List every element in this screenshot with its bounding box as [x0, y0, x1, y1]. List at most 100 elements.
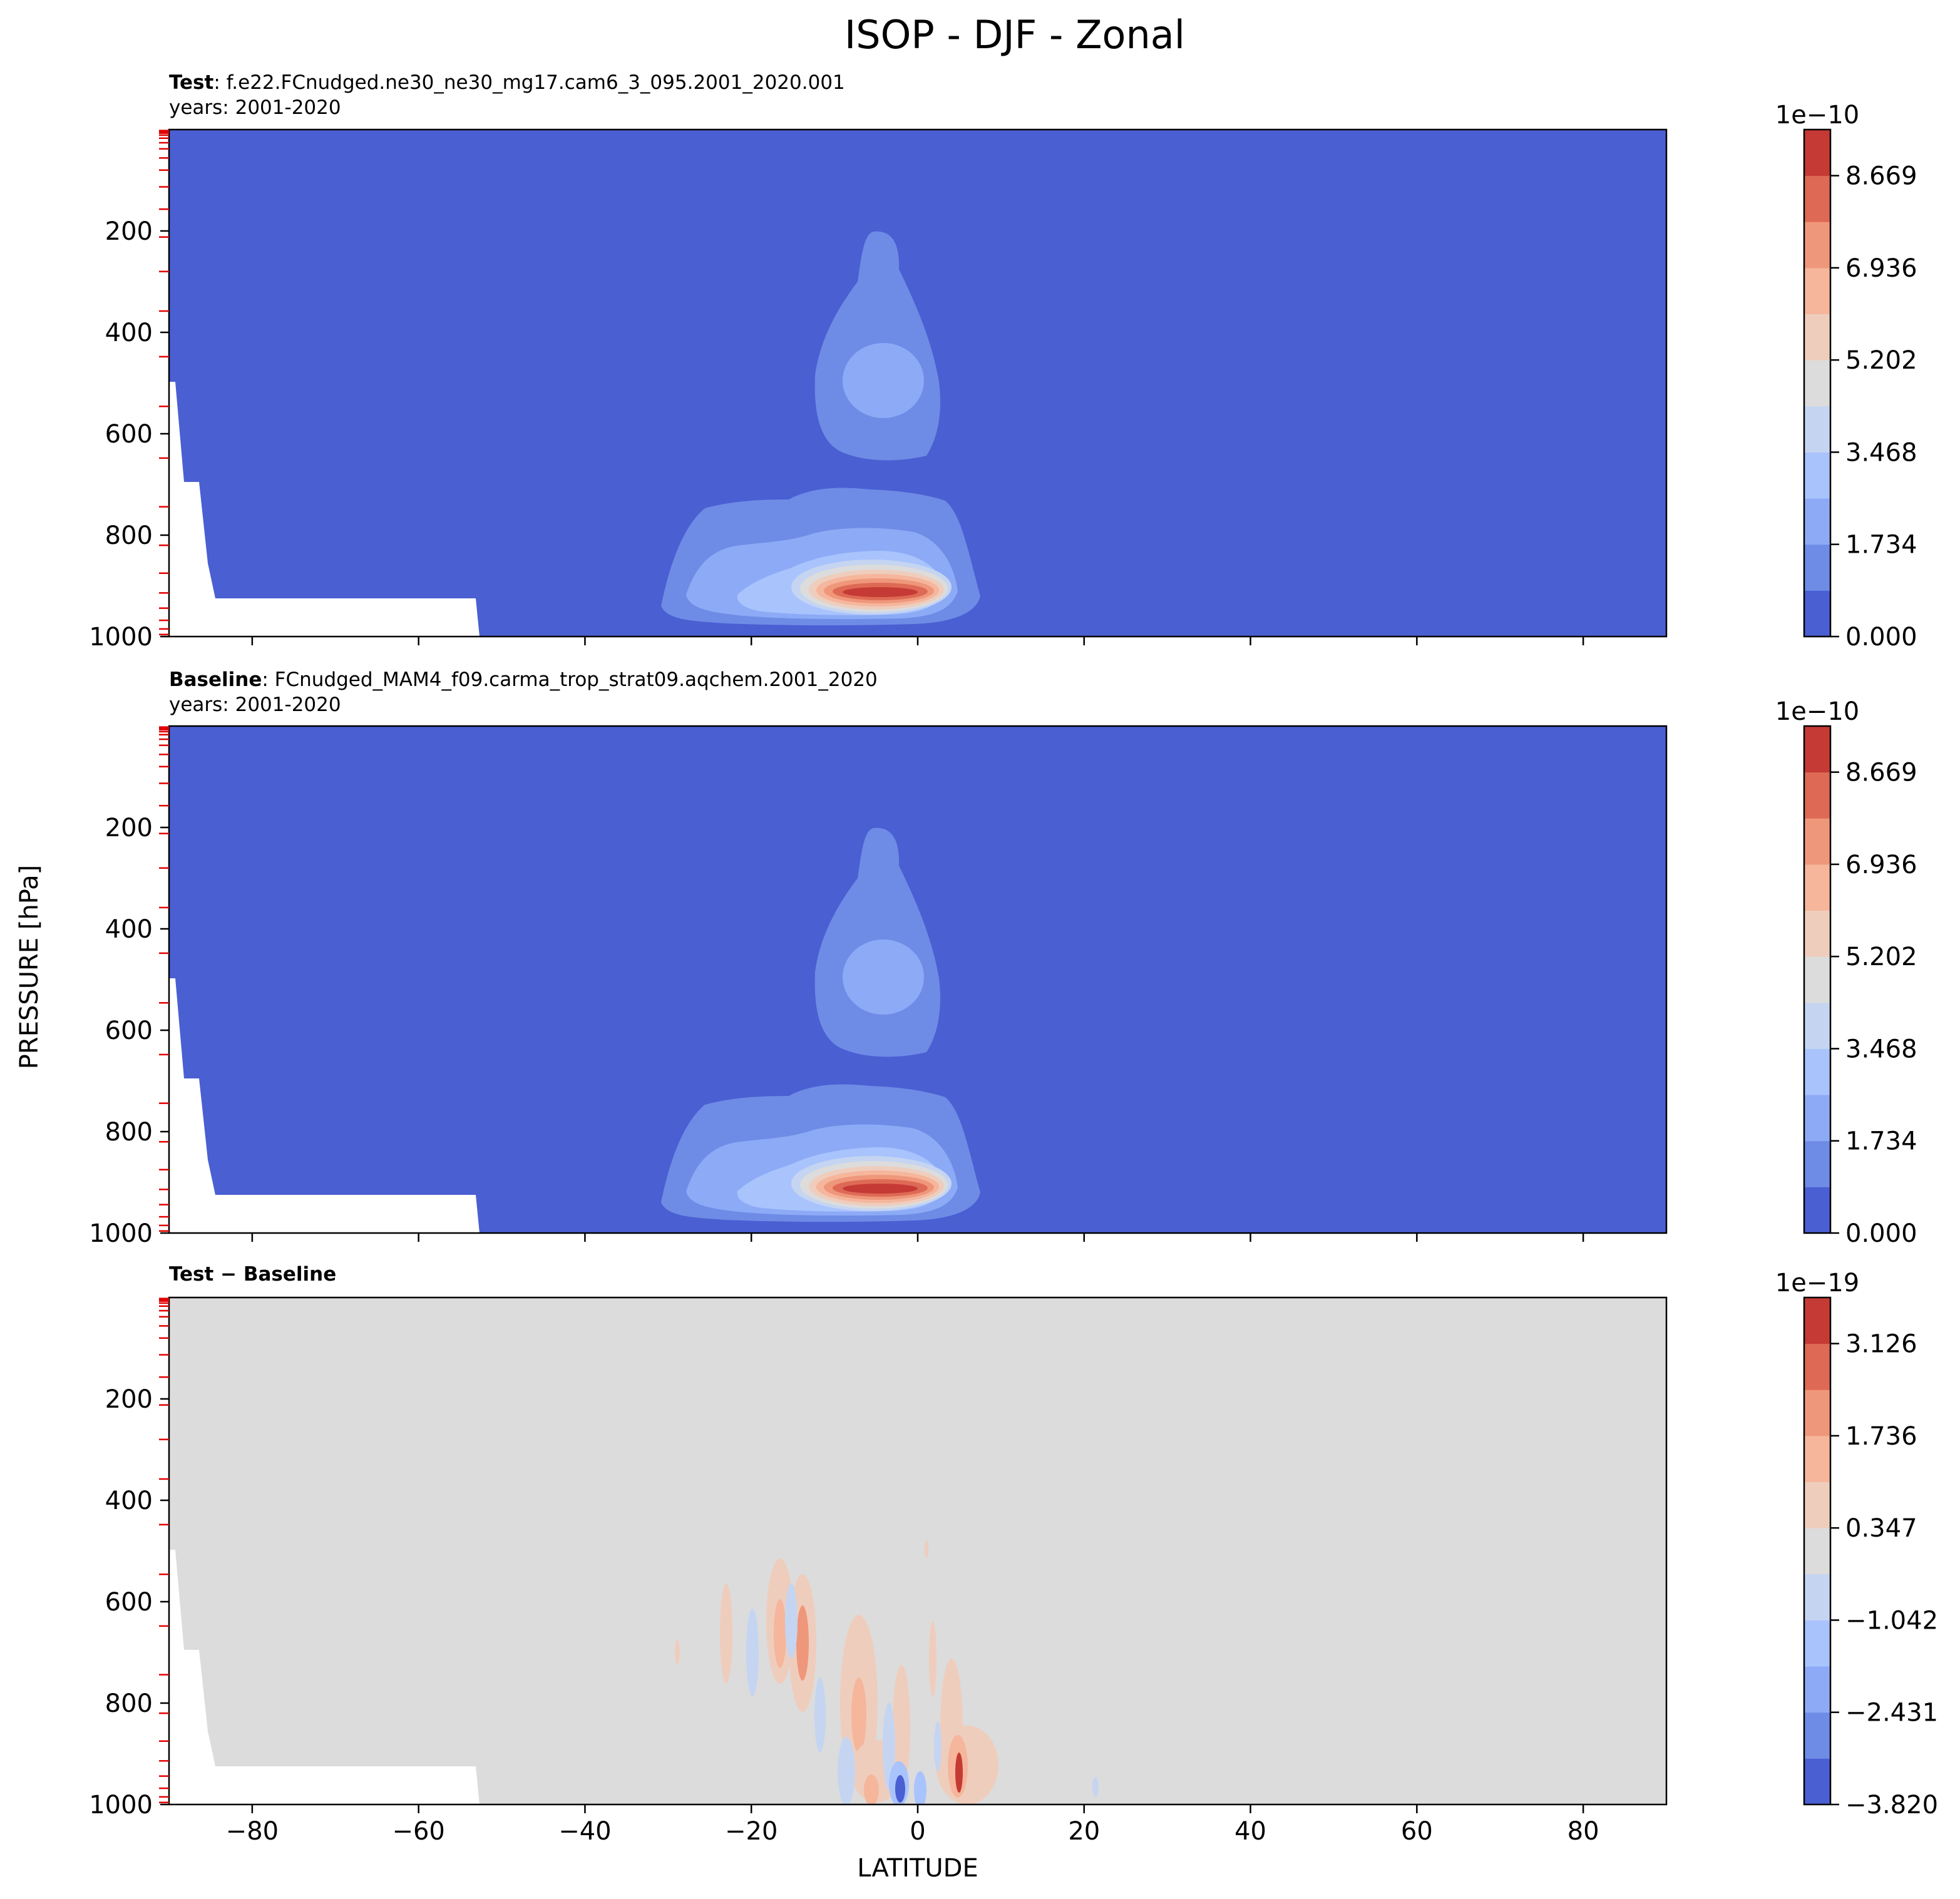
colorbar-tick-label: 6.936: [1845, 254, 1917, 283]
panel-baseline-subtitle-bold: Baseline: [169, 668, 262, 691]
colorbar-tick-label: 6.936: [1845, 851, 1917, 879]
colorbar-swatch: [1804, 1666, 1830, 1713]
colorbar-swatch: [1804, 1095, 1830, 1142]
colorbar-swatch: [1804, 130, 1830, 177]
x-tick-label: 60: [1401, 1817, 1433, 1846]
colorbar-swatch: [1804, 452, 1830, 499]
colorbar-tick-label: 8.669: [1845, 759, 1917, 787]
terrain-mask: [169, 978, 480, 1233]
x-tick-label: −20: [725, 1817, 777, 1846]
y-tick-label: 800: [105, 521, 153, 550]
colorbar-tick-label: −2.431: [1845, 1699, 1938, 1728]
colorbar-tick-label: 0.000: [1845, 623, 1917, 652]
contour-level: [774, 1599, 786, 1668]
y-tick-label: 600: [105, 1016, 153, 1045]
colorbar-swatch: [1804, 1528, 1830, 1575]
figure-title: ISOP - DJF - Zonal: [844, 12, 1185, 58]
colorbar-tick-label: 8.669: [1845, 162, 1917, 191]
y-tick-label: 600: [105, 1588, 153, 1617]
contour-level: [1092, 1777, 1099, 1797]
y-tick-label: 400: [105, 915, 153, 944]
x-tick-label: −60: [392, 1817, 444, 1846]
colorbar-tick-label: 0.347: [1845, 1514, 1917, 1543]
x-tick-label: −40: [558, 1817, 611, 1846]
contour-level: [796, 1605, 809, 1681]
colorbar-tick-label: 1.734: [1845, 1127, 1917, 1156]
contour-level: [720, 1584, 732, 1684]
colorbar-tick-label: 5.202: [1845, 943, 1917, 971]
contour-level: [838, 1737, 855, 1804]
panel-baseline-x-axis: [251, 1233, 1584, 1242]
y-tick-label: 200: [105, 1385, 153, 1414]
colorbar-swatch: [1804, 314, 1830, 361]
contour-level: [843, 587, 918, 597]
panel-baseline-subtitle: Baseline: FCnudged_MAM4_f09.carma_trop_s…: [169, 668, 878, 691]
x-tick-label: 0: [910, 1817, 925, 1846]
contour-level: [864, 1774, 879, 1804]
panel-test-level-ticks: [159, 130, 169, 636]
panel-test: Test: f.e22.FCnudged.ne30_ne30_mg17.cam6…: [89, 71, 1917, 652]
y-tick-label: 200: [105, 217, 153, 246]
colorbar-tick-label: 3.468: [1845, 1035, 1917, 1063]
terrain-mask: [169, 1550, 480, 1804]
contour-background-level: [169, 1298, 1666, 1804]
colorbar-swatch: [1804, 1482, 1830, 1528]
x-tick-label: 20: [1068, 1817, 1100, 1846]
contour-level: [929, 1621, 936, 1696]
y-tick-label: 1000: [89, 1791, 153, 1820]
colorbar-frame: [1803, 725, 1832, 1234]
colorbar-tick-label: −3.820: [1845, 1791, 1938, 1820]
contour-level: [785, 1584, 798, 1659]
colorbar-tick-label: 5.202: [1845, 346, 1917, 375]
y-tick-label: 1000: [89, 1219, 153, 1248]
contour-level: [675, 1640, 680, 1665]
y-tick-label: 800: [105, 1689, 153, 1718]
colorbar-tick-label: 0.000: [1845, 1219, 1917, 1248]
panel-test-x-axis: [251, 637, 1584, 645]
colorbar-swatch: [1804, 590, 1830, 637]
colorbar-frame: [1803, 1296, 1832, 1806]
colorbar-swatch: [1804, 1574, 1830, 1620]
colorbar-swatch: [1804, 1343, 1830, 1390]
colorbar-swatch: [1804, 772, 1830, 819]
colorbar-swatch: [1804, 818, 1830, 865]
terrain-mask: [169, 382, 480, 637]
colorbar-tick-label: 1.736: [1845, 1422, 1917, 1451]
colorbar-frame: [1803, 128, 1832, 638]
colorbar-swatch: [1804, 1712, 1830, 1759]
colorbar-swatch: [1804, 1140, 1830, 1187]
contour-level: [925, 1540, 928, 1558]
colorbar-exponent: 1e−10: [1775, 101, 1859, 130]
colorbar-tick-label: 1.734: [1845, 531, 1917, 560]
panel-baseline-y-axis: 200 400 600 800 1000: [89, 814, 169, 1248]
panel-test-contour-field: [169, 130, 1666, 637]
contour-level: [843, 939, 924, 1015]
panel-test-y-axis: 200 400 600 800 1000: [89, 217, 169, 652]
panel-difference-subtitle: Test − Baseline: [169, 1263, 336, 1286]
colorbar-swatch: [1804, 1298, 1830, 1344]
colorbar-swatch: [1804, 406, 1830, 453]
contour-level: [746, 1609, 759, 1696]
contour-level: [851, 1677, 866, 1753]
colorbar-swatch: [1804, 544, 1830, 591]
panel-baseline-subtitle-text: : FCnudged_MAM4_f09.carma_trop_strat09.a…: [262, 668, 877, 691]
panel-test-subtitle-text: : f.e22.FCnudged.ne30_ne30_mg17.cam6_3_0…: [213, 71, 844, 94]
colorbar-swatch: [1804, 222, 1830, 269]
panel-baseline-contour-field: [169, 726, 1666, 1233]
colorbar-swatch: [1804, 1620, 1830, 1667]
x-tick-label: 80: [1567, 1817, 1599, 1846]
colorbar-tick-label: −1.042: [1845, 1606, 1938, 1635]
colorbar-swatch: [1804, 1390, 1830, 1436]
colorbar-swatch: [1804, 864, 1830, 911]
contour-level: [843, 343, 924, 418]
panel-difference-y-axis: 200 400 600 800 1000: [89, 1385, 169, 1820]
y-tick-label: 800: [105, 1118, 153, 1147]
y-tick-label: 1000: [89, 623, 153, 652]
y-tick-label: 400: [105, 1487, 153, 1515]
panel-test-subtitle: Test: f.e22.FCnudged.ne30_ne30_mg17.cam6…: [169, 71, 845, 94]
colorbar-swatch: [1804, 175, 1830, 222]
colorbar-swatch: [1804, 498, 1830, 545]
colorbar-exponent: 1e−10: [1775, 697, 1859, 726]
panel-difference-colorbar: −3.820 −2.431 −1.042 0.347 1.736 3.126 1e−19: [1775, 1269, 1938, 1820]
colorbar-swatch: [1804, 956, 1830, 1003]
